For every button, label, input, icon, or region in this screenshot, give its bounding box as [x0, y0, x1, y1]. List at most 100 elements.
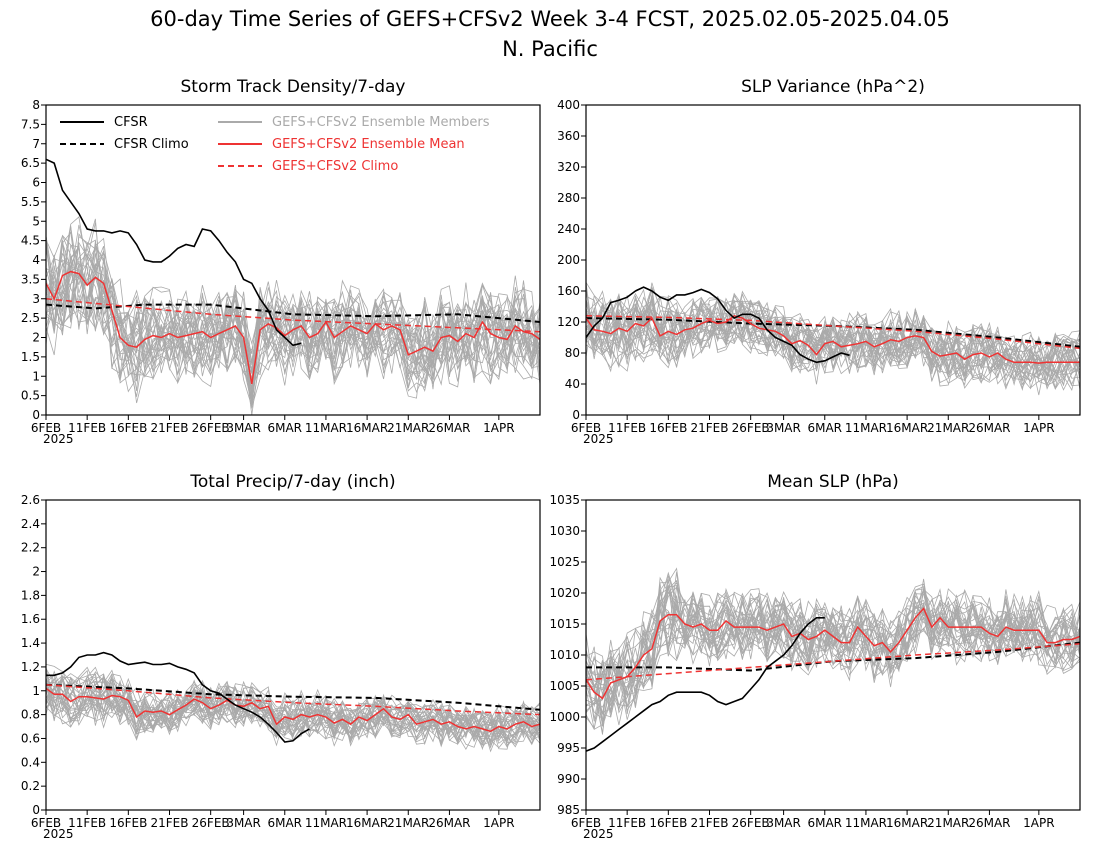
ensemble-member-line: [586, 575, 1080, 720]
ensemble-member-line: [586, 583, 1080, 714]
y-tick-label: 3: [32, 292, 40, 306]
y-tick-label: 0.5: [21, 389, 40, 403]
x-tick-label: 26FEB: [192, 421, 230, 435]
y-tick-label: 1035: [549, 493, 580, 507]
plot-area: [586, 281, 1080, 396]
y-tick-label: 1015: [549, 617, 580, 631]
legend-ensemble-members-label: GEFS+CFSv2 Ensemble Members: [272, 115, 490, 130]
x-tick-label: 16MAR: [886, 816, 928, 830]
x-tick-label: 21MAR: [387, 816, 429, 830]
ensemble-member-line: [586, 282, 1080, 382]
ensemble-mean-line: [46, 687, 540, 733]
x-tick-label: 1APR: [483, 816, 514, 830]
ensemble-member-line: [586, 576, 1080, 723]
ensemble-member-line: [46, 231, 540, 367]
ensemble-member-line: [46, 679, 540, 745]
y-tick-label: 1: [32, 684, 40, 698]
ensemble-member-line: [46, 676, 540, 748]
ensemble-member-line: [46, 673, 540, 742]
x-tick-label: 11FEB: [68, 816, 106, 830]
panel-title: Storm Track Density/7-day: [181, 77, 406, 97]
ensemble-member-line: [46, 677, 540, 749]
y-tick-label: 2: [32, 331, 40, 345]
ensemble-member-line: [586, 296, 1080, 380]
x-tick-label: 3MAR: [226, 816, 261, 830]
ensemble-member-line: [586, 603, 1080, 722]
slp-variance-panel: SLP Variance (hPa^2) 0 40 80 120 160 200 240 280…: [557, 77, 1081, 446]
x-tick-label: 26FEB: [732, 421, 770, 435]
x-tick-label: 16FEB: [649, 816, 687, 830]
x-tick-label: 11MAR: [305, 816, 347, 830]
legend-model-climo-label: GEFS+CFSv2 Climo: [272, 159, 398, 174]
y-tick-label: 5.5: [21, 195, 40, 209]
y-tick-label: 0.6: [21, 731, 40, 745]
legend: CFSR CFSR Climo GEFS+CFSv2 Ensemble Member…: [60, 115, 490, 174]
ensemble-member-line: [586, 305, 1080, 386]
ensemble-member-line: [46, 242, 540, 399]
x-tick-label: 1APR: [1023, 421, 1054, 435]
ensemble-member-line: [46, 241, 540, 409]
y-tick-label: 0: [572, 408, 580, 422]
ensemble-member-line: [586, 287, 1080, 381]
y-tick-label: 360: [557, 129, 580, 143]
legend-cfsr-climo-label: CFSR Climo: [114, 137, 189, 152]
precip-panel: Total Precip/7-day (inch)00.20.40.60.811…: [21, 472, 541, 841]
x-tick-label: 6MAR: [807, 421, 842, 435]
y-tick-label: 320: [557, 160, 580, 174]
x-tick-label: 26FEB: [732, 816, 770, 830]
x-tick-label: 26MAR: [968, 816, 1010, 830]
y-tick-label: 0.8: [21, 708, 40, 722]
y-tick-label: 400: [557, 98, 580, 112]
x-tick-label: 11FEB: [608, 421, 646, 435]
y-tick-label: 0: [32, 803, 40, 817]
y-tick-label: 8: [32, 98, 40, 112]
ensemble-member-line: [586, 586, 1080, 725]
panel-frame: [45, 499, 541, 811]
x-tick-label: 11FEB: [68, 421, 106, 435]
x-tick-label: 6FEB: [571, 816, 601, 830]
ensemble-member-line: [46, 237, 540, 375]
x-tick-label: 11MAR: [845, 421, 887, 435]
ensemble-member-line: [46, 666, 540, 738]
ensemble-mean-line: [586, 607, 1080, 700]
y-tick-label: 1: [32, 369, 40, 383]
y-tick-label: 240: [557, 222, 580, 236]
x-tick-label: 6MAR: [267, 816, 302, 830]
x-tick-label: 26FEB: [192, 816, 230, 830]
legend-ensemble-mean-label: GEFS+CFSv2 Ensemble Mean: [272, 137, 465, 152]
storm-track-panel: Storm Track Density/7-day 0 0.5 1 1.5 2 2.5 3 3.…: [21, 77, 541, 446]
ensemble-member-line: [46, 674, 540, 745]
cfsr-climo-line: [46, 683, 540, 711]
x-tick-label: 6MAR: [807, 816, 842, 830]
cfsr-climo-line: [586, 317, 1080, 348]
y-tick-label: 990: [557, 772, 580, 786]
x-tick-label: 16FEB: [109, 421, 147, 435]
x-tick-label: 21MAR: [387, 421, 429, 435]
y-tick-label: 80: [565, 346, 580, 360]
x-tick-label: 26MAR: [428, 421, 470, 435]
ensemble-member-line: [586, 290, 1080, 386]
ensemble-member-line: [46, 240, 540, 369]
x-tick-label: 26MAR: [968, 421, 1010, 435]
model-climo-line: [586, 315, 1080, 350]
y-tick-label: 7: [32, 137, 40, 151]
y-tick-label: 200: [557, 253, 580, 267]
x-tick-label: 21FEB: [151, 421, 189, 435]
y-tick-label: 3.5: [21, 272, 40, 286]
x-tick-label: 16MAR: [346, 816, 388, 830]
ensemble-member-line: [586, 297, 1080, 389]
y-tick-label: 2.5: [21, 311, 40, 325]
y-tick-label: 7.5: [21, 117, 40, 131]
y-tick-label: 2: [32, 565, 40, 579]
y-tick-label: 160: [557, 284, 580, 298]
year-label: 2025: [583, 827, 614, 841]
y-tick-label: 1.6: [21, 612, 40, 626]
y-tick-label: 6.5: [21, 156, 40, 170]
panel-frame: [585, 499, 1081, 811]
x-tick-label: 21FEB: [151, 816, 189, 830]
y-tick-label: 2.4: [21, 517, 40, 531]
y-tick-label: 1.4: [21, 636, 40, 650]
x-tick-label: 6FEB: [31, 816, 61, 830]
cfsr-line: [586, 286, 850, 364]
